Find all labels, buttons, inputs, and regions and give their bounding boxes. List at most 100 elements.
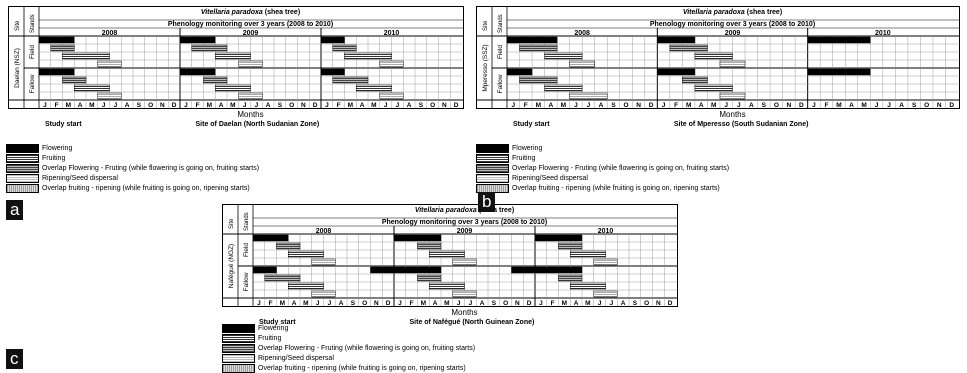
legend-item-flowering: Flowering <box>222 323 288 333</box>
month-tick-31: J <box>887 102 891 109</box>
month-tick-25: J <box>325 102 329 109</box>
chart-panel-c: Vitellaria paradoxa (shea tree) Phenology… <box>222 204 678 344</box>
bar-field-overlap_ff-1 <box>50 44 75 52</box>
bar-field-fruiting-2 <box>288 250 324 258</box>
legend-label-overlap_ff: Overlap Flowering - Fruting (while flowe… <box>512 164 730 172</box>
month-tick-3: M <box>280 300 285 307</box>
month-tick-4: A <box>548 102 553 109</box>
bar-field-fruiting-6 <box>429 250 465 258</box>
stand-fallow-label: Fallow <box>29 74 36 93</box>
legend-item-overlap_ff: Overlap Flowering - Fruting (while flowe… <box>476 163 729 173</box>
legend-swatch-overlap_ff <box>222 343 255 353</box>
stand-field-label: Field <box>243 243 250 257</box>
month-tick-13: J <box>398 300 402 307</box>
bar-fallow-fruiting-10 <box>570 282 606 290</box>
x-axis-label: Months <box>719 110 745 119</box>
bar-fallow-flowering-4 <box>179 68 216 76</box>
bar-fallow-ripening-3 <box>569 92 608 100</box>
month-tick-27: M <box>562 300 567 307</box>
month-tick-34: O <box>430 102 435 109</box>
column-site-label: Site <box>229 218 235 229</box>
month-tick-9: S <box>611 102 616 109</box>
bar-fallow-fruiting-2 <box>74 84 110 92</box>
bar-fallow-ripening-7 <box>238 92 263 100</box>
bar-fallow-fruiting-10 <box>356 84 392 92</box>
year-label-2009: 2009 <box>457 228 473 235</box>
bar-field-fruiting-2 <box>62 52 110 60</box>
month-tick-22: O <box>503 300 508 307</box>
bar-field-fruiting-6 <box>215 52 251 60</box>
month-tick-24: D <box>527 300 532 307</box>
bar-fallow-flowering-4 <box>657 68 696 76</box>
bar-field-ripening-7 <box>452 258 477 266</box>
legend-label-overlap_ff: Overlap Flowering - Fruting (while flowe… <box>258 344 476 352</box>
month-tick-35: N <box>656 300 661 307</box>
legend-swatch-fruiting <box>222 333 255 343</box>
month-tick-13: J <box>184 102 188 109</box>
bar-field-flowering-0 <box>252 234 289 242</box>
legend-label-flowering: Flowering <box>42 144 73 152</box>
bar-field-fruiting-2 <box>544 52 583 60</box>
panel-frame <box>8 6 464 109</box>
month-tick-2: F <box>269 300 273 307</box>
bar-fallow-overlap_ff-5 <box>682 76 708 84</box>
year-label-2010: 2010 <box>598 228 614 235</box>
legend-swatch-fruiting <box>476 153 509 163</box>
month-tick-33: S <box>419 102 424 109</box>
month-tick-4: A <box>78 102 83 109</box>
month-tick-2: F <box>55 102 59 109</box>
month-tick-25: J <box>812 102 816 109</box>
legend-label-overlap_fr: Overlap fruiting - ripening (while fruit… <box>258 364 466 372</box>
year-label-2010: 2010 <box>875 30 891 37</box>
panel-frame <box>222 204 678 307</box>
bar-field-fruiting-10 <box>570 250 606 258</box>
month-tick-12: D <box>386 300 391 307</box>
month-tick-12: D <box>649 102 654 109</box>
year-label-2008: 2008 <box>316 228 332 235</box>
month-tick-17: M <box>444 300 449 307</box>
bar-field-ripening-7 <box>719 60 746 68</box>
gantt-svg-b: Vitellaria paradoxa (shea tree) Phenology… <box>476 6 960 128</box>
month-tick-32: A <box>621 300 626 307</box>
bar-fallow-ripening-3 <box>97 92 122 100</box>
month-tick-35: N <box>442 102 447 109</box>
bar-field-overlap_ff-5 <box>417 242 442 250</box>
month-tick-16: A <box>219 102 224 109</box>
month-tick-22: O <box>774 102 779 109</box>
month-tick-24: D <box>799 102 804 109</box>
month-tick-16: A <box>433 300 438 307</box>
study-start-label: Study start <box>513 121 550 128</box>
chart-title: Vitellaria paradoxa (shea tree) <box>201 9 300 16</box>
bar-field-overlap_ff-5 <box>191 44 228 52</box>
stand-field-label: Field <box>497 45 504 59</box>
legend-label-fruiting: Fruiting <box>258 334 282 342</box>
chart-subtitle: Phenology monitoring over 3 years (2008 … <box>168 21 333 28</box>
month-tick-33: S <box>912 102 917 109</box>
bar-field-ripening-7 <box>238 60 263 68</box>
column-stands-label: Stands <box>498 14 504 33</box>
month-tick-28: A <box>360 102 365 109</box>
bar-fallow-overlap_ff-5 <box>203 76 228 84</box>
bar-fallow-flowering-8 <box>511 266 583 274</box>
bar-field-ripening-3 <box>97 60 122 68</box>
stand-fallow-label: Fallow <box>243 272 250 291</box>
legend-swatch-ripening <box>476 173 509 183</box>
legend-swatch-ripening <box>222 353 255 363</box>
month-tick-15: M <box>207 102 212 109</box>
bar-field-overlap_ff-1 <box>276 242 301 250</box>
month-tick-8: A <box>599 102 604 109</box>
month-tick-23: N <box>787 102 792 109</box>
legend-label-overlap_ff: Overlap Flowering - Fruting (while flowe… <box>42 164 260 172</box>
month-tick-10: O <box>623 102 628 109</box>
bar-field-ripening-3 <box>569 60 595 68</box>
bar-fallow-fruiting-2 <box>544 84 583 92</box>
month-tick-2: F <box>524 102 528 109</box>
month-tick-34: O <box>924 102 929 109</box>
legend-label-ripening: Ripening/Seed dispersal <box>258 354 334 362</box>
month-tick-21: S <box>762 102 767 109</box>
month-tick-12: D <box>172 102 177 109</box>
site-full-label: Site of Daelan (North Sudanian Zone) <box>196 121 320 128</box>
month-tick-31: J <box>610 300 614 307</box>
gantt-svg-c: Vitellaria paradoxa (shea tree) Phenology… <box>222 204 678 326</box>
year-label-2009: 2009 <box>725 30 741 37</box>
